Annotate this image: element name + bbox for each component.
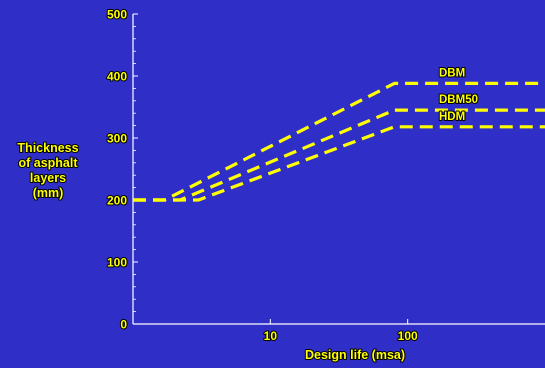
y-tick-label: 300 bbox=[107, 132, 127, 146]
y-tick-label: 500 bbox=[107, 8, 127, 22]
y-tick-label: 400 bbox=[107, 70, 127, 84]
series-label-hdm: HDM bbox=[439, 111, 465, 123]
x-tick-label: 10 bbox=[264, 329, 278, 343]
y-axis-title: Thickness of asphalt layers (mm) bbox=[17, 141, 78, 200]
y-axis-title-line: Thickness bbox=[17, 141, 78, 155]
x-axis-ticks: 10 100 bbox=[263, 319, 419, 344]
series-lines bbox=[133, 81, 545, 202]
series-label-dbm50: DBM50 bbox=[439, 94, 478, 106]
y-tick-label: 100 bbox=[107, 256, 127, 270]
y-axis-title-line: (mm) bbox=[33, 186, 64, 200]
axes bbox=[132, 14, 545, 325]
series-label-dbm: DBM bbox=[439, 67, 465, 79]
series-line-dbm50 bbox=[133, 108, 545, 202]
y-axis-ticks: 0 100 200 300 400 500 bbox=[106, 7, 138, 333]
y-tick-label: 0 bbox=[120, 318, 127, 332]
x-axis-title: Design life (msa) bbox=[305, 348, 405, 362]
series-labels: DBM DBM50 HDM bbox=[438, 66, 479, 123]
series-line-hdm bbox=[133, 125, 545, 202]
x-tick-label: 100 bbox=[398, 329, 418, 343]
y-axis-title-line: layers bbox=[30, 171, 66, 185]
y-tick-label: 200 bbox=[107, 194, 127, 208]
series-line-dbm bbox=[133, 81, 545, 202]
y-axis-title-line: of asphalt bbox=[18, 156, 78, 170]
